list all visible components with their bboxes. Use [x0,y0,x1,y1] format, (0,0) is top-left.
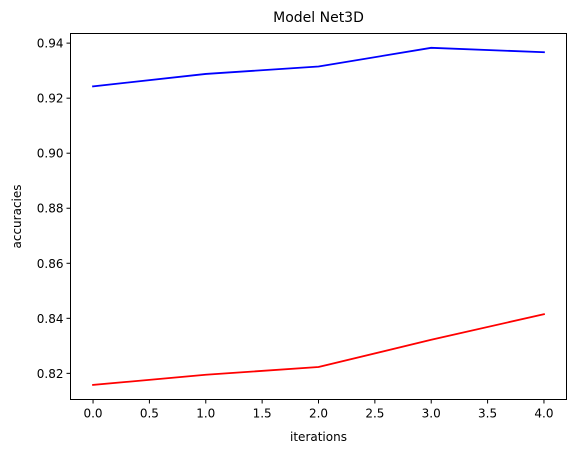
y-axis-label: accuracies [10,184,24,248]
x-tick-label: 4.0 [534,407,553,421]
y-tick-label: 0.92 [37,92,64,106]
y-tick-label: 0.90 [37,147,64,161]
y-tick-label: 0.88 [37,202,64,216]
x-tick-label: 0.0 [83,407,102,421]
y-tick-label: 0.94 [37,37,64,51]
x-tick-label: 2.0 [309,407,328,421]
y-axis-ticks: 0.82 0.84 0.86 0.88 0.90 0.92 0.94 [37,37,71,381]
x-tick-label: 1.0 [196,407,215,421]
y-tick-label: 0.82 [37,367,64,381]
x-tick-label: 0.5 [140,407,159,421]
x-tick-label: 3.0 [422,407,441,421]
y-tick-label: 0.84 [37,312,64,326]
x-tick-label: 1.5 [253,407,272,421]
x-axis-ticks: 0.0 0.5 1.0 1.5 2.0 2.5 3.0 3.5 4.0 [83,399,554,421]
x-tick-label: 3.5 [478,407,497,421]
series-line-2 [92,313,546,386]
plot-frame [70,33,567,400]
chart-title: Model Net3D [273,10,364,26]
x-axis-label: iterations [290,430,347,444]
x-tick-label: 2.5 [365,407,384,421]
series-line-1 [92,46,545,88]
y-tick-label: 0.86 [37,257,64,271]
plot-area [92,46,546,386]
